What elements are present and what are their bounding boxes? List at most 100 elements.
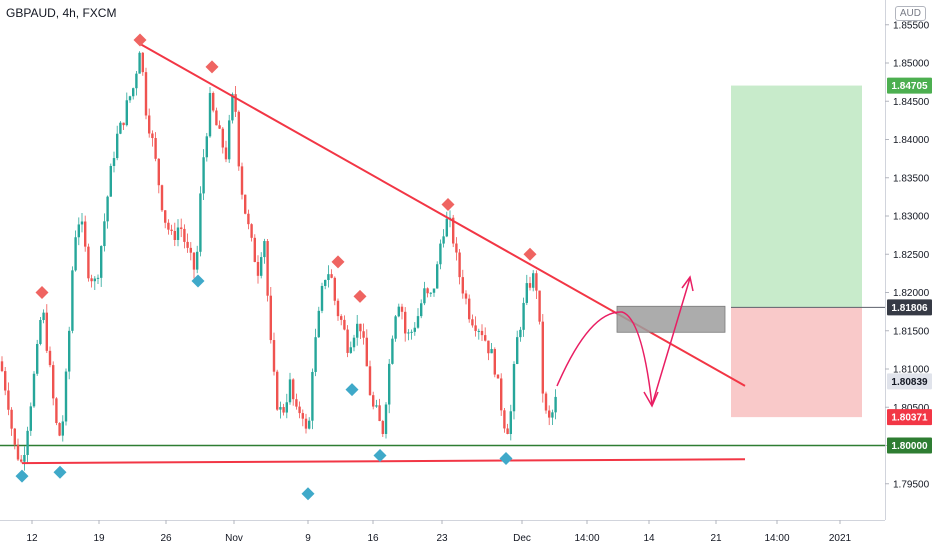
candle-body[interactable] [493,349,496,375]
candle-body[interactable] [144,72,148,116]
candle-body[interactable] [266,241,269,296]
candle-body[interactable] [365,337,368,367]
candle-body[interactable] [429,292,432,294]
candle-body[interactable] [336,300,340,317]
candle-body[interactable] [183,228,186,242]
candle-body[interactable] [384,404,388,434]
candle-body[interactable] [464,293,468,299]
candle-body[interactable] [359,323,362,332]
candle-body[interactable] [458,252,461,278]
candle-body[interactable] [176,227,180,240]
candle-body[interactable] [10,409,13,429]
candle-body[interactable] [509,411,512,434]
candle-body[interactable] [221,128,224,148]
candle-body[interactable] [244,194,247,214]
candle-body[interactable] [362,331,365,338]
candle-body[interactable] [84,221,87,247]
candle-body[interactable] [77,224,80,238]
candle-body[interactable] [247,213,250,225]
candle-body[interactable] [407,332,410,334]
candle-body[interactable] [356,323,359,338]
candle-body[interactable] [135,73,138,89]
candle-body[interactable] [548,410,551,418]
candle-body[interactable] [343,319,346,330]
candle-body[interactable] [317,310,320,338]
candle-body[interactable] [96,277,100,279]
candle-body[interactable] [522,302,525,330]
candle-body[interactable] [551,412,554,418]
candle-body[interactable] [416,316,420,328]
candle-body[interactable] [32,373,36,407]
candle-body[interactable] [276,371,279,410]
candle-body[interactable] [404,311,407,334]
candle-body[interactable] [151,133,154,139]
candle-body[interactable] [192,252,196,270]
candle-body[interactable] [55,398,58,424]
candle-body[interactable] [71,270,74,331]
candle-body[interactable] [160,185,164,211]
candle-body[interactable] [141,52,144,73]
candle-body[interactable] [164,210,167,223]
candle-body[interactable] [426,288,429,294]
candle-body[interactable] [442,236,445,244]
candle-body[interactable] [26,430,29,455]
candle-body[interactable] [292,379,295,400]
candle-body[interactable] [349,347,352,353]
candle-body[interactable] [36,343,39,374]
candle-body[interactable] [237,111,240,167]
candle-body[interactable] [199,193,202,252]
candle-body[interactable] [173,230,176,240]
candle-body[interactable] [61,421,64,436]
candle-body[interactable] [269,295,272,341]
candle-body[interactable] [42,312,45,321]
candle-body[interactable] [74,237,77,271]
candle-body[interactable] [52,365,55,399]
candle-body[interactable] [375,405,378,407]
candle-body[interactable] [532,273,535,288]
candle-body[interactable] [218,125,221,129]
candle-body[interactable] [490,349,493,354]
candle-body[interactable] [170,229,173,231]
candle-body[interactable] [330,274,333,278]
candle-body[interactable] [512,363,516,412]
candle-body[interactable] [528,283,532,288]
candle-body[interactable] [346,329,349,353]
candle-body[interactable] [397,306,400,317]
candle-body[interactable] [288,379,292,403]
candle-body[interactable] [400,306,404,312]
candle-body[interactable] [525,283,528,303]
candle-body[interactable] [112,158,116,166]
candle-body[interactable] [445,218,448,237]
candle-body[interactable] [128,96,132,101]
candle-body[interactable] [68,330,71,372]
candle-body[interactable] [516,337,519,364]
candle-body[interactable] [48,350,52,366]
candle-body[interactable] [29,406,32,431]
candle-body[interactable] [157,158,160,186]
candle-body[interactable] [413,327,416,332]
candle-body[interactable] [333,277,336,301]
candle-body[interactable] [39,320,42,344]
candle-body[interactable] [116,133,119,159]
candle-body[interactable] [436,264,439,289]
candle-body[interactable] [410,331,413,333]
candle-body[interactable] [202,157,205,194]
candle-body[interactable] [103,221,106,247]
candle-body[interactable] [215,110,218,126]
candle-body[interactable] [477,330,480,332]
candle-body[interactable] [544,393,548,411]
candle-body[interactable] [212,92,215,111]
candle-body[interactable] [100,246,103,278]
candle-body[interactable] [423,288,426,304]
candle-body[interactable] [295,399,298,407]
candle-body[interactable] [16,444,20,460]
candle-body[interactable] [487,340,490,354]
candle-body[interactable] [205,136,208,158]
candle-body[interactable] [372,395,375,407]
candle-body[interactable] [180,227,183,229]
candle-body[interactable] [461,277,464,294]
candle-body[interactable] [381,421,384,434]
candle-body[interactable] [109,165,112,197]
candle-body[interactable] [263,241,266,258]
